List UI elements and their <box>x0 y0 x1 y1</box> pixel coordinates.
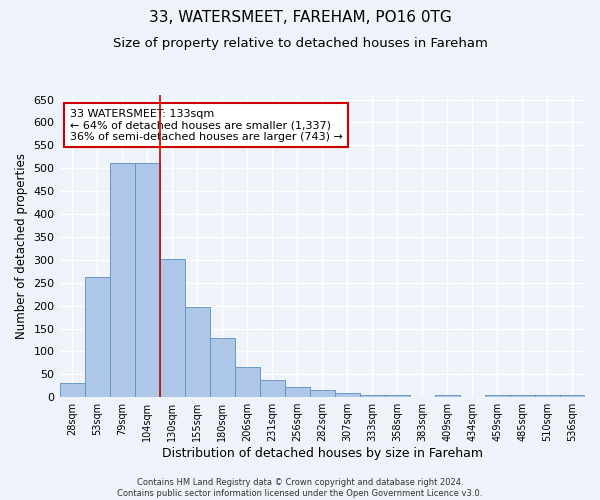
Y-axis label: Number of detached properties: Number of detached properties <box>15 153 28 339</box>
Text: 33 WATERSMEET: 133sqm
← 64% of detached houses are smaller (1,337)
36% of semi-d: 33 WATERSMEET: 133sqm ← 64% of detached … <box>70 108 343 142</box>
Bar <box>185 307 209 397</box>
Bar <box>85 277 110 397</box>
Bar <box>560 395 585 397</box>
Text: Contains HM Land Registry data © Crown copyright and database right 2024.
Contai: Contains HM Land Registry data © Crown c… <box>118 478 482 498</box>
Bar <box>110 163 134 397</box>
Bar <box>435 395 460 397</box>
Bar <box>134 163 160 397</box>
Bar <box>385 395 410 397</box>
Bar <box>485 395 510 397</box>
Bar <box>209 338 235 397</box>
Bar <box>235 368 260 397</box>
Text: 33, WATERSMEET, FAREHAM, PO16 0TG: 33, WATERSMEET, FAREHAM, PO16 0TG <box>149 10 451 25</box>
Bar <box>285 387 310 397</box>
Bar <box>59 384 85 397</box>
Bar <box>310 390 335 397</box>
Bar <box>260 380 285 397</box>
Bar <box>160 259 185 397</box>
Bar <box>510 395 535 397</box>
Text: Size of property relative to detached houses in Fareham: Size of property relative to detached ho… <box>113 38 487 51</box>
Bar <box>360 395 385 397</box>
X-axis label: Distribution of detached houses by size in Fareham: Distribution of detached houses by size … <box>162 447 483 460</box>
Bar <box>535 395 560 397</box>
Bar <box>335 392 360 397</box>
